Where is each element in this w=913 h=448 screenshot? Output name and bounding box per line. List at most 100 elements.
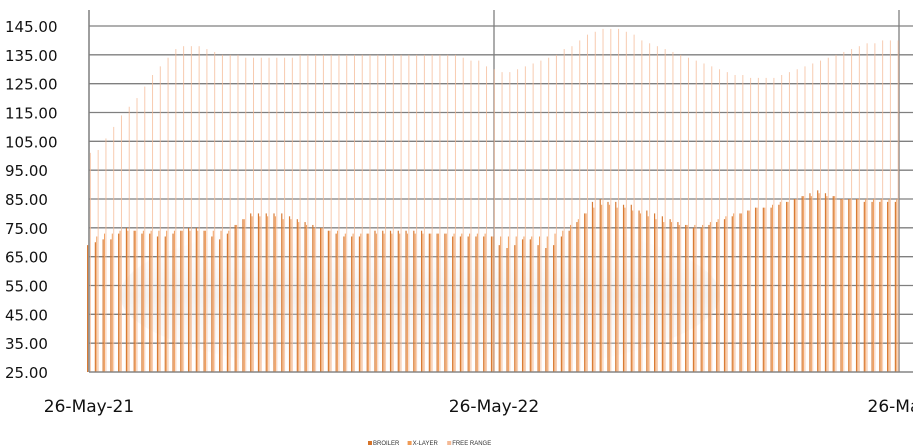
x-tick-label: 26-May-22 [449,397,539,417]
bar-free-range-50 [478,60,480,372]
bar-free-range-55 [517,69,519,372]
bar-broiler-71 [638,210,640,372]
bar-x-layer-7 [142,230,144,372]
bar-x-layer-44 [430,233,432,372]
bar-x-layer-101 [872,199,874,372]
bar-x-layer-16 [212,230,214,372]
bar-free-range-66 [602,28,604,373]
bar-broiler-102 [879,201,881,372]
bar-x-layer-41 [406,233,408,372]
bar-free-range-64 [586,34,588,373]
y-tick-label: 125.00 [5,76,58,94]
bar-x-layer-97 [841,199,843,372]
bar-x-layer-5 [127,230,129,372]
bar-x-layer-11 [173,230,175,372]
bar-x-layer-88 [772,204,774,372]
bar-x-layer-72 [647,216,649,372]
bar-x-layer-45 [438,233,440,372]
bar-broiler-70 [630,204,632,372]
bar-broiler-2 [102,239,104,372]
background-shadow [120,215,720,375]
y-tick-label: 25.00 [5,364,48,382]
bar-x-layer-48 [461,233,463,372]
bar-free-range-43 [423,54,425,372]
bar-broiler-95 [824,193,827,372]
bar-free-range-13 [190,46,192,372]
bar-x-layer-65 [593,207,595,372]
bar-x-layer-47 [453,233,455,372]
bar-x-layer-102 [880,199,882,372]
bar-x-layer-73 [655,219,657,372]
bar-broiler-99 [855,199,858,372]
bar-free-range-79 [703,63,705,372]
bar-x-layer-21 [251,216,253,372]
bar-x-layer-9 [158,230,160,372]
bar-free-range-6 [136,98,138,372]
bar-free-range-65 [594,31,596,373]
bar-broiler-4 [118,233,120,372]
bar-free-range-27 [299,54,301,372]
bar-x-layer-75 [671,222,673,372]
bar-broiler-67 [607,201,609,372]
bar-free-range-2 [105,138,107,372]
bar-x-layer-22 [259,216,261,372]
bar-x-layer-62 [570,224,572,372]
bar-x-layer-78 [694,224,696,372]
bar-broiler-62 [568,230,570,372]
bar-x-layer-68 [616,207,618,372]
bar-x-layer-30 [321,227,323,372]
bar-broiler-98 [848,199,850,372]
y-tick-label: 75.00 [5,220,48,238]
bar-x-layer-24 [274,216,276,372]
bar-x-layer-61 [562,230,564,372]
bar-broiler-28 [304,222,306,372]
bar-free-range-44 [431,54,433,372]
bar-x-layer-46 [445,233,447,372]
bar-free-range-68 [618,28,620,373]
bar-free-range-73 [656,46,658,372]
legend-label: X-LAYER [413,441,439,447]
bar-x-layer-28 [305,224,307,372]
bar-free-range-32 [338,54,340,372]
bar-x-layer-99 [857,199,859,372]
bar-free-range-31 [330,54,332,372]
bar-x-layer-96 [834,196,836,372]
y-tick-label: 85.00 [5,191,48,209]
bar-free-range-88 [773,77,775,373]
bar-broiler-74 [661,216,663,372]
bar-x-layer-95 [826,196,828,372]
bar-free-range-40 [400,54,402,372]
bar-broiler-58 [537,245,539,372]
bar-broiler-46 [444,233,446,372]
bar-free-range-38 [385,54,387,372]
bar-x-layer-20 [243,219,245,372]
bar-broiler-36 [366,233,368,372]
bar-x-layer-66 [601,204,603,372]
bar-free-range-86 [757,77,759,373]
bar-broiler-77 [685,224,687,372]
legend-swatch [447,441,452,445]
bar-free-range-76 [680,54,682,372]
bar-x-layer-93 [810,196,812,372]
bar-broiler-84 [739,213,741,372]
bar-broiler-51 [483,236,485,372]
bar-broiler-41 [405,230,407,372]
bar-free-range-19 [237,54,239,372]
bar-broiler-87 [762,207,764,372]
bar-x-layer-4 [119,230,121,372]
bar-x-layer-60 [554,233,556,372]
bar-x-layer-6 [135,230,137,372]
bar-broiler-32 [335,233,337,372]
bar-x-layer-34 [352,233,354,372]
bar-broiler-34 [351,236,353,372]
bar-broiler-7 [141,233,143,372]
bar-broiler-15 [203,230,205,372]
bar-x-layer-87 [764,207,766,372]
y-tick-label: 45.00 [5,306,48,324]
bar-broiler-89 [778,204,780,372]
bar-free-range-0 [89,152,91,372]
bar-free-range-87 [765,77,767,373]
bar-x-layer-35 [360,233,362,372]
bar-broiler-37 [374,230,376,372]
bar-free-range-51 [486,66,488,372]
